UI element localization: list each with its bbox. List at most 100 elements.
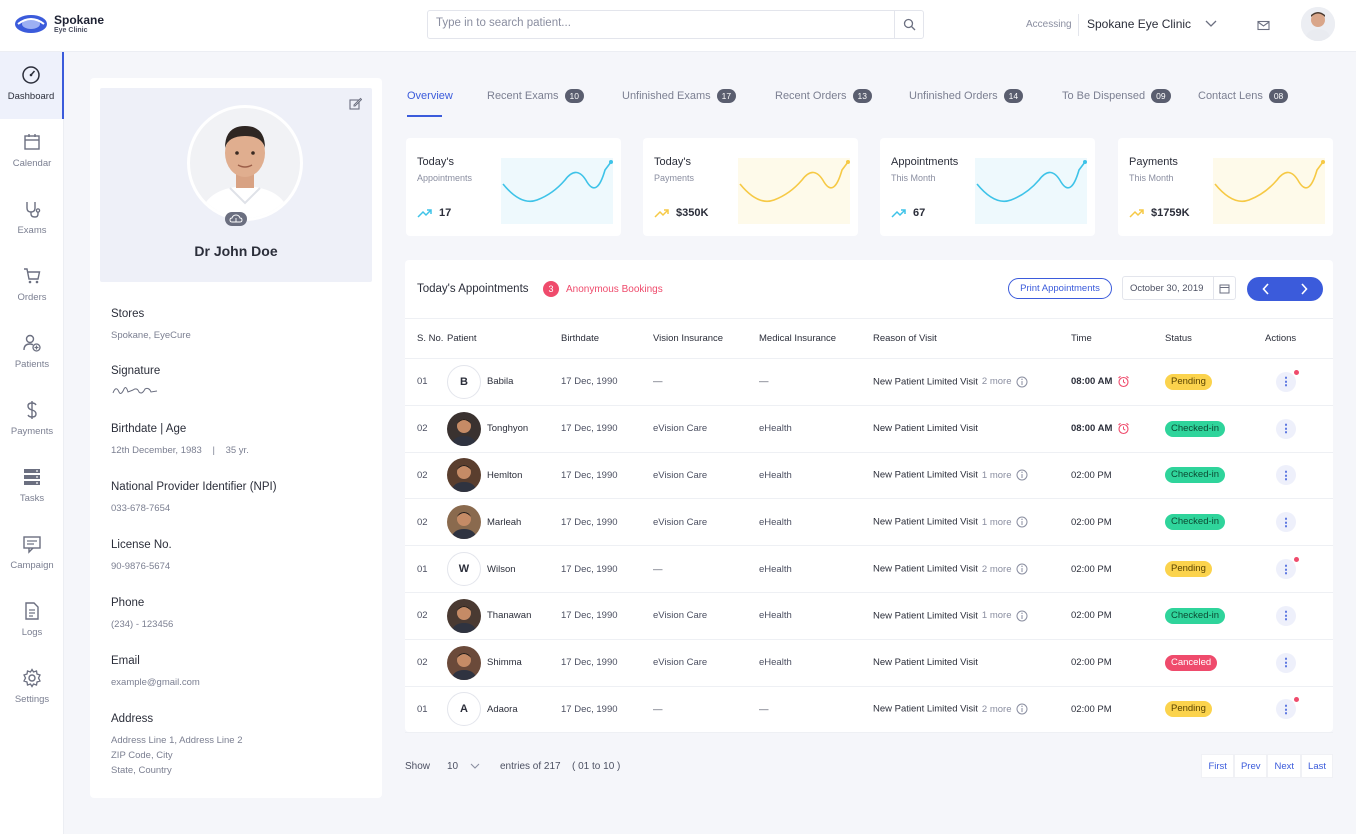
print-appointments-button[interactable]: Print Appointments [1008,278,1112,299]
patient-cell[interactable]: Hemlton [447,458,561,493]
row-actions-button[interactable]: ⋮ [1276,605,1296,626]
page-size-select[interactable]: 10 [438,755,490,777]
column-header[interactable]: Reason of Visit [873,318,1071,359]
reason-text: New Patient Limited Visit [873,703,978,715]
patient-cell[interactable]: W Wilson [447,552,561,587]
tab-contact-lens[interactable]: Contact Lens 08 [1198,88,1289,104]
edit-profile-button[interactable] [349,97,363,115]
sidebar-item-tasks[interactable]: Tasks [0,454,64,521]
column-header[interactable]: Birthdate [561,318,653,359]
prev-page-button[interactable]: Prev [1233,754,1268,778]
clinic-selector[interactable]: Spokane Eye Clinic [1087,17,1217,31]
sidebar-item-dashboard[interactable]: Dashboard [0,52,64,119]
info-icon[interactable] [1016,516,1028,528]
last-page-button[interactable]: Last [1301,754,1333,778]
info-icon[interactable] [1016,376,1028,388]
row-actions-button[interactable]: ⋮ [1276,465,1296,486]
more-vertical-icon: ⋮ [1280,610,1292,623]
tab-label: Recent Exams [487,90,559,102]
tab-to-be-dispensed[interactable]: To Be Dispensed 09 [1062,88,1171,104]
license-field: License No. 90-9876-5674 [111,539,172,574]
search-input[interactable] [436,17,886,29]
patient-cell[interactable]: Shimma [447,645,561,680]
stat-card-todays-payments[interactable]: Today's Payments $350K [643,138,858,236]
sidebar-item-patients[interactable]: Patients [0,320,64,387]
tab-recent-orders[interactable]: Recent Orders 13 [775,88,872,104]
signature-image [111,383,161,402]
table-row[interactable]: 01 W Wilson 17 Dec, 1990— eHealth New Patient… [405,545,1333,593]
more-reasons-link[interactable]: 1 more [981,610,1012,622]
sidebar-item-calendar[interactable]: Calendar [0,119,64,186]
column-header[interactable]: Medical Insurance [759,318,873,359]
patient-initial-avatar: A [447,692,481,727]
sidebar-item-logs[interactable]: Logs [0,588,64,655]
upload-photo-button[interactable] [225,212,247,226]
tab-unfinished-orders[interactable]: Unfinished Orders 14 [909,88,1024,104]
row-actions-button[interactable]: ⋮ [1276,418,1296,439]
info-icon[interactable] [1016,469,1028,481]
user-avatar[interactable] [1301,7,1335,41]
serial-number: 01 [405,545,447,593]
column-header[interactable]: Time [1071,318,1165,359]
next-page-button[interactable]: Next [1267,754,1302,778]
table-row[interactable]: 02 Shimma 17 Dec, 1990 eVision Care eHealth N… [405,639,1333,687]
patient-cell[interactable]: Thanawan [447,598,561,633]
column-header[interactable]: Patient [447,318,561,359]
info-icon[interactable] [1016,610,1028,622]
clinic-logo[interactable]: Spokane Eye Clinic [14,11,104,37]
patient-cell[interactable]: Tonghyon [447,411,561,446]
mail-button[interactable] [1257,18,1270,36]
sidebar-item-orders[interactable]: Orders [0,253,64,320]
column-header[interactable]: Status [1165,318,1265,359]
sidebar-item-exams[interactable]: Exams [0,186,64,253]
patient-cell[interactable]: A Adaora [447,692,561,727]
row-actions-button[interactable]: ⋮ [1276,697,1299,720]
stat-card-todays-appointments[interactable]: Today's Appointments 17 [406,138,621,236]
vision-insurance-cell: eVision Care [653,498,759,547]
reason-text: New Patient Limited Visit [873,376,978,388]
stat-card-payments-month[interactable]: Payments This Month $1759K [1118,138,1333,236]
more-reasons-link[interactable]: 2 more [981,563,1012,575]
table-row[interactable]: 02 Thanawan 17 Dec, 1990 eVision Care eHealt… [405,592,1333,640]
row-actions-button[interactable]: ⋮ [1276,369,1299,392]
previous-day-button[interactable] [1247,277,1285,301]
tab-label: Contact Lens [1198,90,1263,102]
more-reasons-link[interactable]: 2 more [981,703,1012,715]
calendar-button[interactable] [1213,277,1235,299]
tab-overview[interactable]: Overview [407,88,453,104]
more-reasons-link[interactable]: 2 more [981,376,1012,388]
next-day-button[interactable] [1285,277,1323,301]
info-icon[interactable] [1016,563,1028,575]
row-actions-button[interactable]: ⋮ [1276,512,1296,533]
date-picker[interactable]: October 30, 2019 [1122,276,1236,300]
sidebar-item-settings[interactable]: Settings [0,655,64,722]
table-row[interactable]: 01 A Adaora 17 Dec, 1990— — New Patient Limit… [405,686,1333,734]
vision-insurance-cell: eVision Care [653,452,759,500]
stat-card-appointments-month[interactable]: Appointments This Month 67 [880,138,1095,236]
row-actions-button[interactable]: ⋮ [1276,652,1296,673]
row-actions-button[interactable]: ⋮ [1276,557,1299,580]
table-row[interactable]: 02 Marleah 17 Dec, 1990 eVision Care eHealth… [405,498,1333,547]
more-reasons-link[interactable]: 1 more [981,470,1012,481]
table-row[interactable]: 02 Hemlton 17 Dec, 1990 eVision Care eHealth… [405,452,1333,500]
sidebar-item-payments[interactable]: Payments [0,387,64,454]
patient-name: Shimma [487,657,522,669]
search-button[interactable] [894,11,923,38]
more-reasons-link[interactable]: 1 more [981,516,1012,528]
vision-insurance-cell: eVision Care [653,639,759,687]
table-row[interactable]: 01 B Babila 17 Dec, 1990— — New Patient Limit… [405,358,1333,406]
tab-recent-exams[interactable]: Recent Exams 10 [487,88,584,104]
patient-cell[interactable]: Marleah [447,505,561,540]
info-icon[interactable] [1016,703,1028,715]
column-header[interactable]: S. No. [405,318,447,359]
page-buttons: First Prev Next Last [1201,754,1333,778]
column-header[interactable]: Vision Insurance [653,318,759,359]
brand-subtitle: Eye Clinic [54,27,88,34]
trend-up-icon [891,209,906,218]
table-row[interactable]: 02 Tonghyon 17 Dec, 1990 eVision Care eHealt… [405,405,1333,453]
patient-cell[interactable]: B Babila [447,364,561,399]
anonymous-bookings-link[interactable]: Anonymous Bookings [566,284,663,295]
first-page-button[interactable]: First [1201,754,1234,778]
sidebar-item-campaign[interactable]: Campaign [0,521,64,588]
tab-unfinished-exams[interactable]: Unfinished Exams 17 [622,88,737,104]
